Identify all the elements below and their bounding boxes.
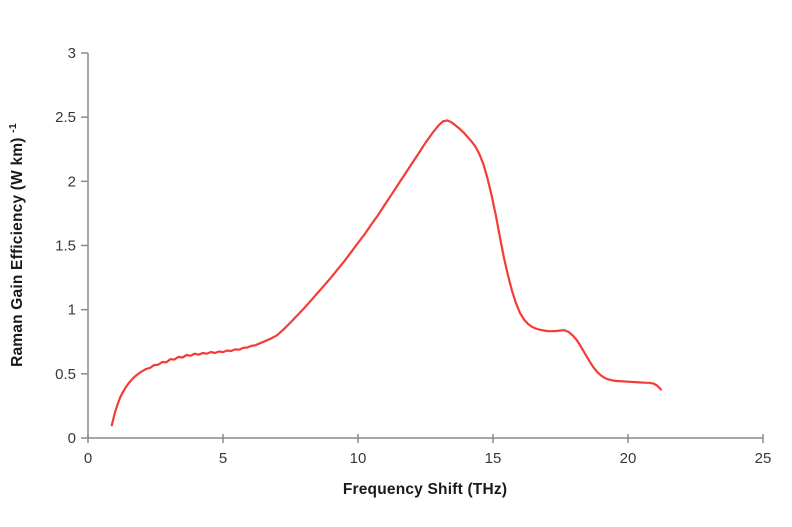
- y-tick-label: 3: [68, 45, 76, 62]
- y-tick-label: 0: [68, 430, 76, 447]
- x-tick-label: 10: [350, 450, 367, 467]
- y-axis-title: Raman Gain Efficiency (W km) -1: [7, 123, 26, 367]
- y-tick-label: 0.5: [55, 366, 76, 383]
- raman-gain-curve: [110, 119, 662, 427]
- axes-layer: 0 5 10 15 20 25 0 0.5 1 1.5 2 2.5 3: [55, 45, 771, 467]
- x-tick-label: 20: [620, 450, 637, 467]
- x-tick-label: 25: [755, 450, 772, 467]
- y-tick-label: 2.5: [55, 109, 76, 126]
- y-axis-title-exponent: -1: [7, 123, 19, 133]
- x-axis-title: Frequency Shift (THz): [343, 481, 507, 498]
- y-tick-label: 2: [68, 173, 76, 190]
- x-tick-label: 15: [485, 450, 502, 467]
- y-tick-label: 1: [68, 302, 76, 319]
- x-tick-label: 0: [84, 450, 92, 467]
- y-tick-label: 1.5: [55, 238, 76, 255]
- x-tick-label: 5: [219, 450, 227, 467]
- y-axis-title-text: Raman Gain Efficiency (W km): [9, 137, 26, 367]
- x-axis-title-text: Frequency Shift (THz): [343, 481, 507, 498]
